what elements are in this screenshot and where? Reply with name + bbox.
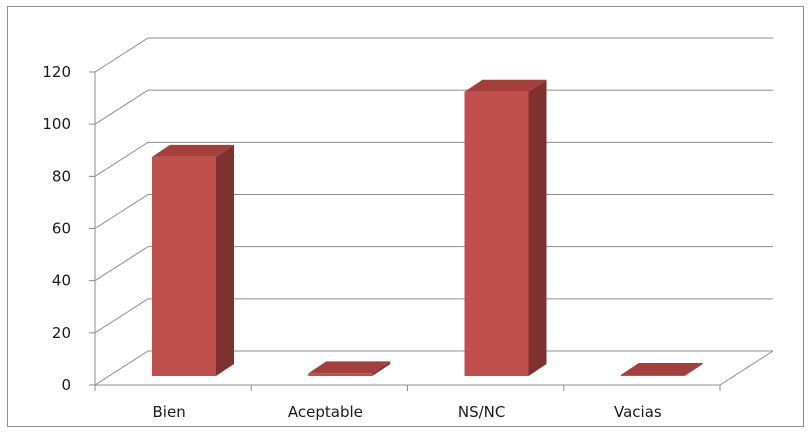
gridlines [94, 37, 773, 386]
gridline-side [94, 37, 149, 73]
x-category-label: NS/NC [458, 403, 506, 421]
bar-top-face [152, 144, 234, 157]
bar-front-face [464, 91, 529, 377]
bar-top-face [308, 361, 391, 374]
bar-vacias [620, 363, 703, 376]
x-category-label: Vacias [614, 403, 662, 421]
y-tick-label: 120 [42, 63, 71, 81]
bar-front-face [308, 373, 373, 376]
gridline-side [94, 298, 149, 334]
bar-top-face [464, 79, 547, 92]
bar-front-face [152, 156, 216, 376]
bar-bien [152, 144, 234, 376]
y-tick-label: 60 [52, 220, 71, 238]
floor-right-edge [719, 350, 774, 386]
y-tick-label: 40 [52, 272, 71, 290]
y-tick-label: 20 [52, 324, 71, 342]
x-category-label: Aceptable [288, 403, 363, 421]
y-tick-label: 100 [42, 115, 71, 133]
gridline-side [94, 350, 149, 386]
x-category-label: Bien [153, 403, 186, 421]
y-tick-label: 0 [61, 376, 71, 394]
bar-ns-nc [464, 79, 547, 377]
bar-side-face [528, 79, 547, 377]
bar-aceptable [308, 361, 391, 376]
bar-top-face [620, 363, 703, 375]
gridline-side [94, 89, 149, 125]
bar-side-face [216, 144, 234, 376]
gridline-side [94, 246, 149, 282]
bar-side-face [684, 363, 703, 376]
bar-front-face [620, 375, 685, 376]
chart-frame [7, 6, 804, 427]
bar-side-face [372, 361, 391, 376]
gridline-side [94, 141, 149, 177]
gridline-side [94, 194, 149, 229]
axes [89, 71, 774, 391]
labels: 0 20 40 60 80 100 120 Bien Aceptable NS/NC Vacias [42, 63, 662, 421]
y-tick-label: 80 [52, 167, 71, 185]
bars [152, 79, 703, 377]
